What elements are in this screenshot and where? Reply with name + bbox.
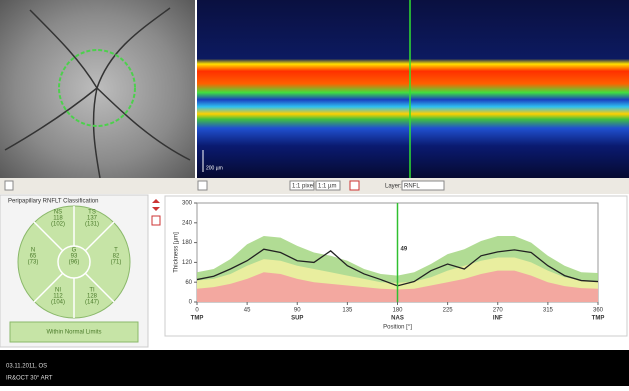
sector-normal: (131): [85, 222, 99, 228]
x-tick-label: 180: [392, 308, 403, 314]
y-tick-label: 180: [182, 240, 193, 246]
x-tick-label: 135: [342, 308, 353, 314]
sector-tick-label: NAS: [391, 316, 404, 322]
scale-label: 200 µm: [206, 165, 223, 171]
footer-date: 03.11.2011, OS: [6, 364, 47, 370]
y-tick-label: 240: [182, 220, 193, 226]
x-tick-label: 225: [443, 308, 454, 314]
footer-mode: IR&OCT 30° ART: [6, 376, 53, 382]
footer: [0, 350, 629, 386]
sector-tick-label: SUP: [291, 316, 303, 322]
x-axis-label: Position [°]: [383, 325, 412, 331]
zoom-um: 1:1 µm: [318, 184, 336, 190]
sector-normal: (73): [28, 260, 39, 266]
x-tick-label: 360: [593, 308, 604, 314]
cursor-label: 49: [401, 247, 408, 253]
y-axis-label: Thickness [µm]: [174, 232, 180, 273]
sector-tick-label: TMP: [191, 316, 204, 322]
classification-title: Peripapillary RNFLT Classification: [8, 199, 98, 205]
sector-tick-label: INF: [493, 316, 503, 322]
sector-normal: (104): [51, 300, 65, 306]
y-tick-label: 300: [182, 201, 193, 207]
layer-label: Layer:: [385, 184, 402, 190]
x-tick-label: 270: [493, 308, 504, 314]
sector-normal: (147): [85, 300, 99, 306]
toggle-button[interactable]: [5, 181, 13, 190]
zoom-pixel: 1:1 pixel: [292, 184, 314, 190]
x-tick-label: 315: [543, 308, 554, 314]
result: Within Normal Limits: [46, 330, 101, 336]
layer-value: RNFL: [404, 184, 420, 190]
view-button[interactable]: [198, 181, 207, 190]
x-tick-label: 90: [294, 308, 301, 314]
tool-button[interactable]: [350, 181, 359, 190]
sector-tick-label: TMP: [592, 316, 605, 322]
oct-scan: [197, 0, 629, 178]
y-tick-label: 60: [185, 280, 192, 286]
small-button[interactable]: [152, 216, 160, 225]
sector-normal: (96): [69, 260, 80, 266]
sector-normal: (102): [51, 222, 65, 228]
sector-normal: (71): [111, 260, 122, 266]
x-tick-label: 45: [244, 308, 251, 314]
y-tick-label: 120: [182, 260, 193, 266]
screen: 200 µm 1:1 pixel 1:1 µm Layer: RNFL Peri…: [0, 0, 629, 386]
